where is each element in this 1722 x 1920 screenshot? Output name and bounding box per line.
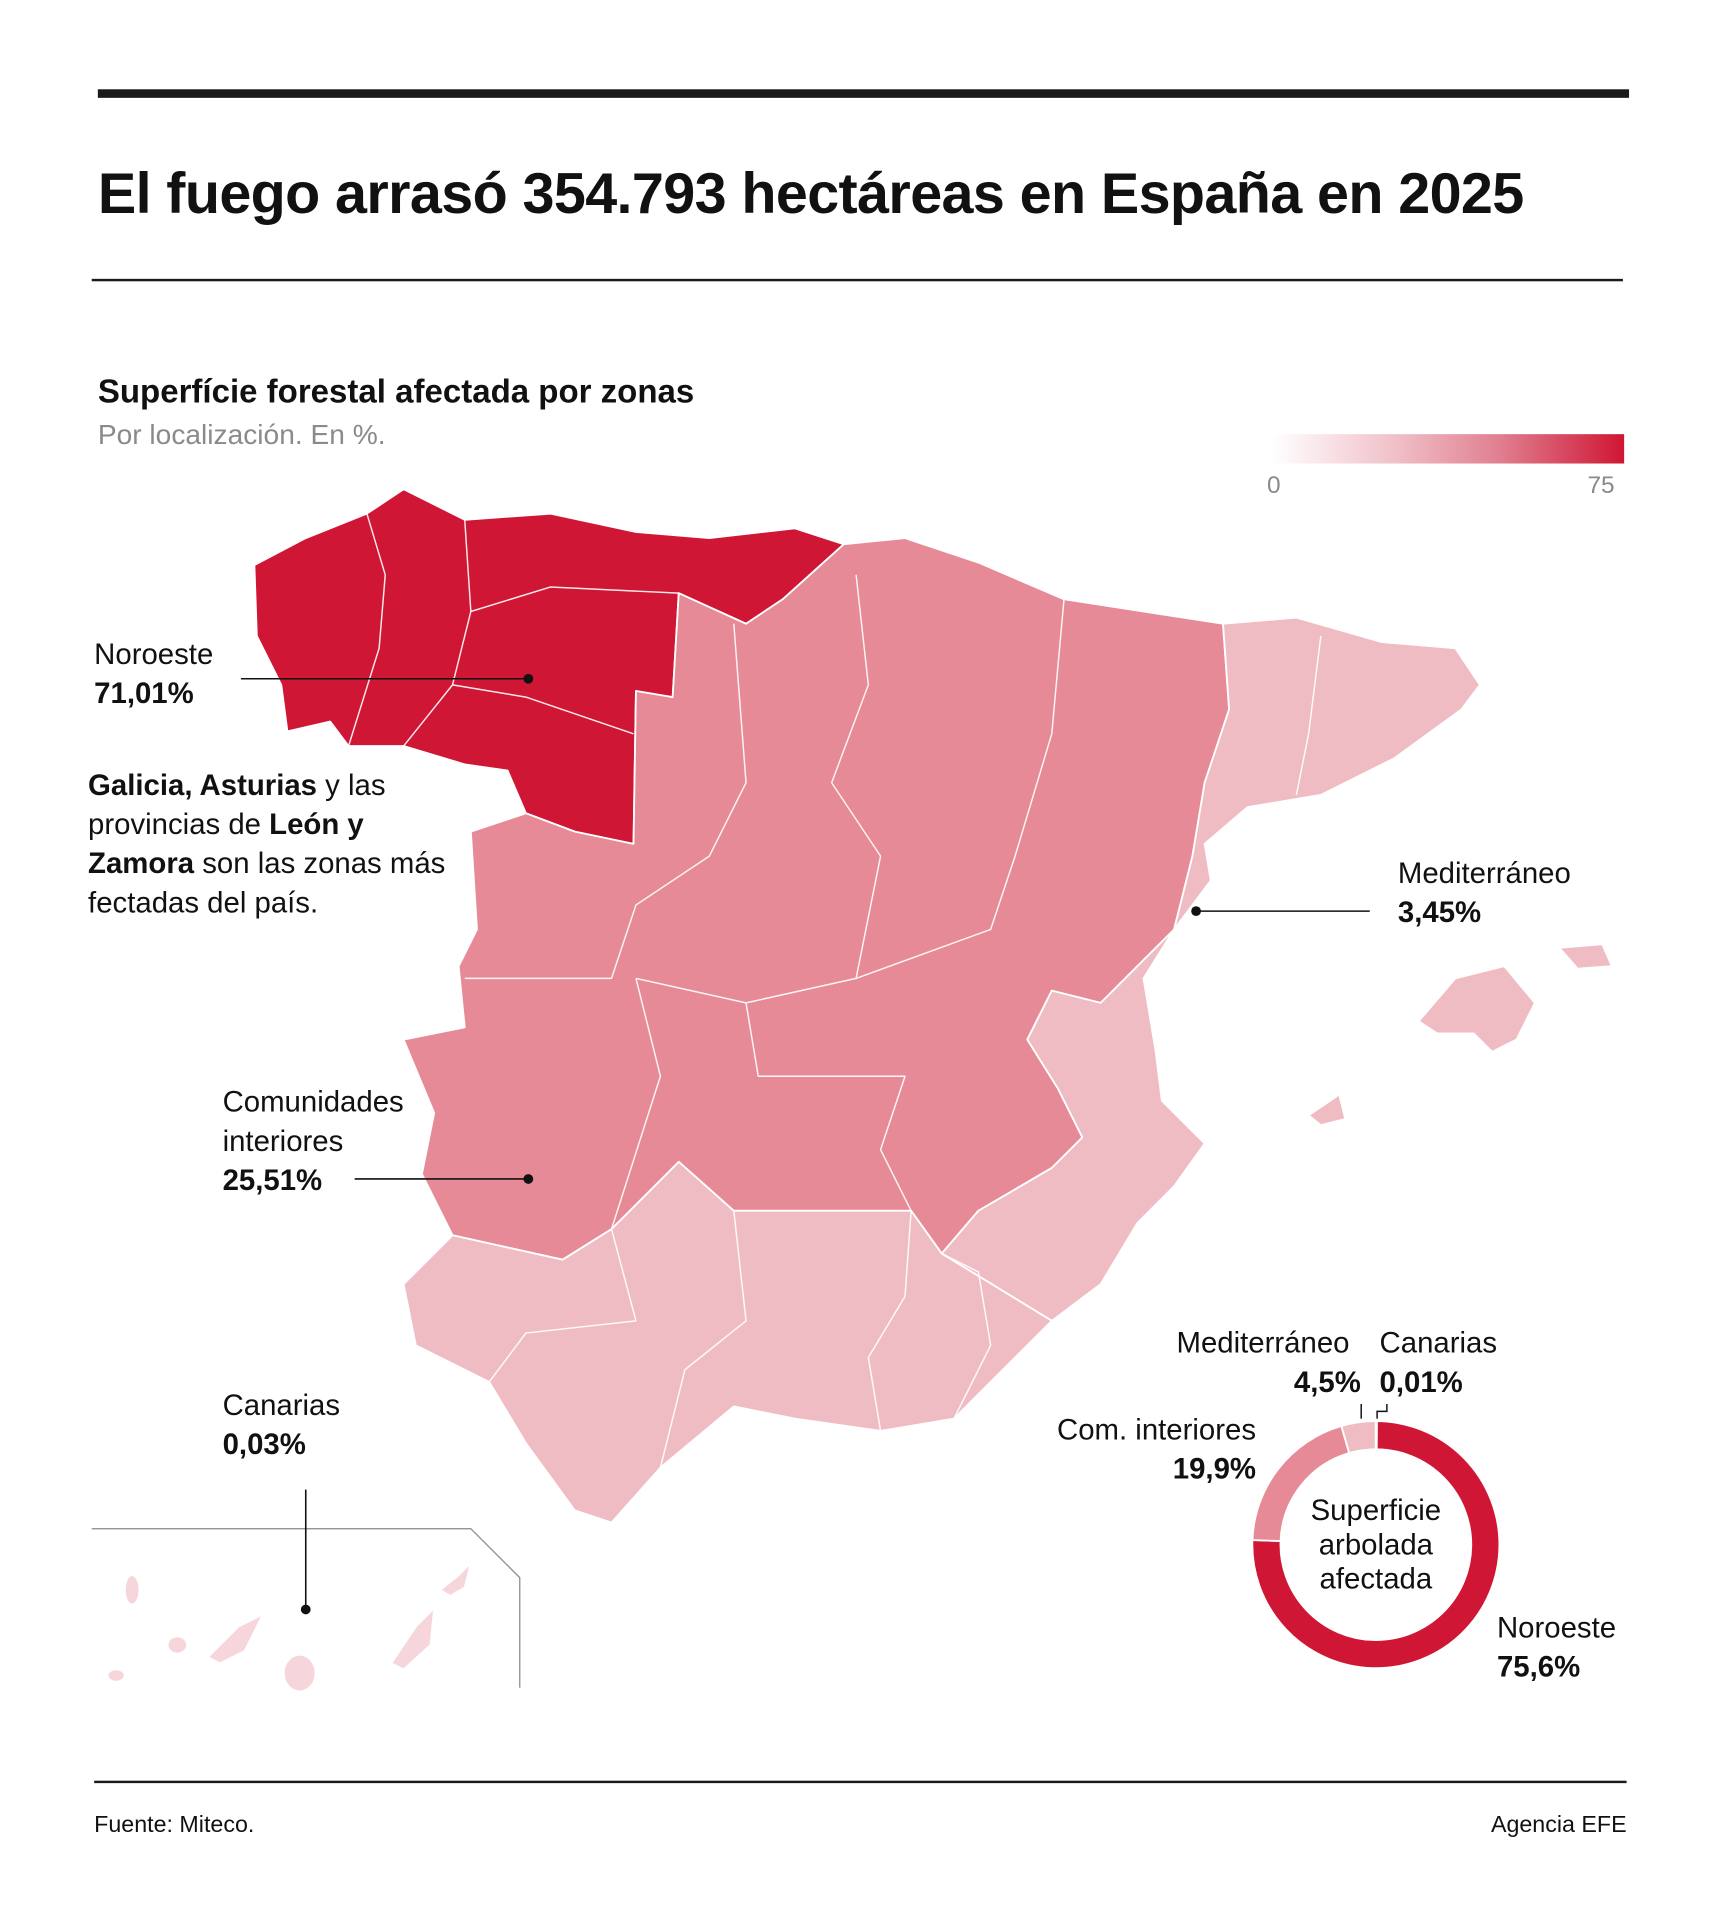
color-scale-bar — [1271, 434, 1625, 464]
donut-center-line-3: afectada — [1319, 1562, 1433, 1597]
region-ibiza — [1307, 1093, 1347, 1127]
canarias-dot — [300, 1604, 311, 1615]
donut-chart — [1251, 1420, 1501, 1670]
annotation-bold-1: Galicia, Asturias — [88, 769, 318, 803]
donut-center-line-2: arbolada — [1318, 1528, 1433, 1562]
interior-label-1: Comunidades — [222, 1086, 404, 1120]
top-rule — [97, 89, 1630, 98]
donut-mediterraneo-value: 4,5% — [1293, 1366, 1361, 1400]
canarias-inset-border — [91, 1528, 521, 1688]
donut-interior-value: 19,9% — [1172, 1452, 1257, 1486]
mediterraneo-dot — [1191, 906, 1201, 917]
donut-slice-canarias — [1374, 1420, 1378, 1451]
donut-mediterraneo-label: Mediterráneo — [1176, 1326, 1350, 1360]
canarias-donut-leader — [1376, 1404, 1388, 1419]
donut-center-line-1: Superficie — [1310, 1494, 1442, 1528]
annotation-bold-2: León y Zamora — [88, 808, 364, 881]
canarias-value: 0,03% — [222, 1428, 306, 1462]
scale-min-label: 0 — [1267, 472, 1281, 499]
canarias-label: Canarias — [222, 1389, 341, 1423]
donut-noroeste-value: 75,6% — [1496, 1651, 1581, 1685]
chart-subtitle: Por localización. En %. — [97, 418, 386, 451]
title-divider — [91, 278, 1623, 282]
donut-center-label: Superficie arbolada afectada — [1254, 1495, 1499, 1598]
region-mallorca — [1417, 965, 1536, 1053]
credit-text: Agencia EFE — [1490, 1812, 1627, 1839]
donut-slice-noroeste — [1251, 1420, 1501, 1670]
mediterraneo-label: Mediterráneo — [1397, 857, 1571, 891]
canarias-islands — [106, 1562, 472, 1693]
region-mediterraneo-east — [940, 616, 1481, 1322]
donut-canarias-value: 0,01% — [1379, 1366, 1463, 1400]
donut-interior-label: Com. interiores — [1057, 1413, 1257, 1447]
annotation-text-2: y las provincias de — [88, 769, 386, 842]
interior-value: 25,51% — [222, 1164, 323, 1198]
donut-canarias-label: Canarias — [1379, 1326, 1498, 1360]
source-text: Fuente: Miteco. — [94, 1812, 255, 1839]
noroeste-label: Noroeste — [94, 638, 214, 672]
footer-rule — [94, 1780, 1627, 1784]
interior-label-2: interiores — [222, 1125, 344, 1159]
noroeste-dot — [523, 673, 534, 684]
mediterraneo-value: 3,45% — [1397, 896, 1482, 930]
province-borders — [347, 513, 1322, 1468]
donut-noroeste-label: Noroeste — [1496, 1611, 1617, 1645]
region-menorca — [1558, 943, 1613, 970]
chart-title: Superfície forestal afectada por zonas — [97, 373, 695, 410]
page-title: El fuego arrasó 354.793 hectáreas en Esp… — [97, 160, 1524, 226]
noroeste-value: 71,01% — [94, 677, 194, 711]
annotation-text: Galicia, Asturias y las provincias de Le… — [88, 767, 455, 924]
scale-max-label: 75 — [1587, 472, 1615, 499]
annotation-text-4: son las zonas más fectadas del país. — [88, 847, 446, 920]
interior-dot — [523, 1174, 534, 1184]
